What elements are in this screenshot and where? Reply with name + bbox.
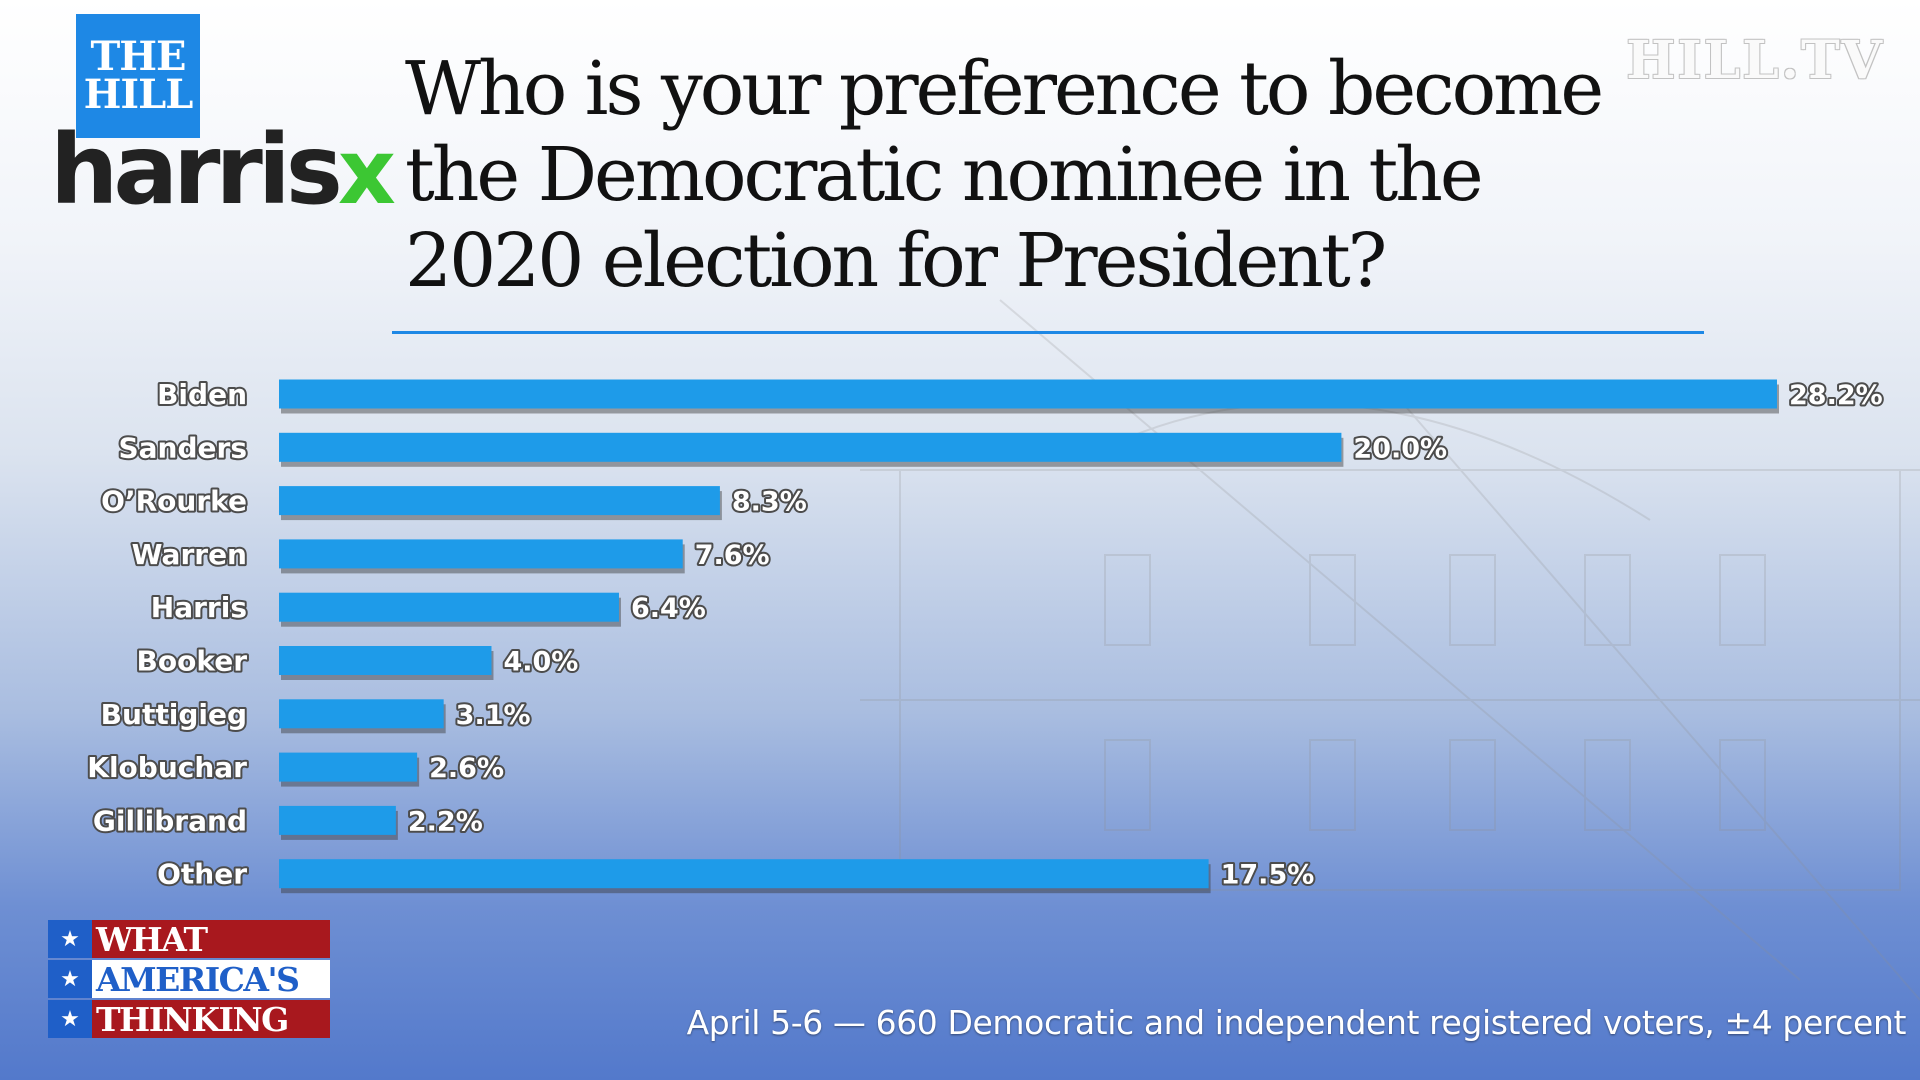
harrisx-logo: harrisx [50,120,396,223]
wat-row-2: ★ AMERICA'S [48,960,330,999]
value-label: 8.3% [732,487,807,518]
category-label: O’Rourke [101,485,247,518]
bar-9 [279,859,1209,889]
star-icon: ★ [48,920,92,958]
category-label: Klobuchar [87,751,247,784]
value-label: 4.0% [503,647,578,678]
bar-3 [279,539,683,569]
star-icon: ★ [48,1000,92,1038]
title-divider [392,331,1704,334]
value-label: 6.4% [631,593,706,624]
category-label: Booker [137,645,248,678]
the-hill-logo: THE HILL [76,14,200,138]
value-label: 2.6% [429,753,504,784]
bar-2 [279,486,720,516]
wat-row-3: ★ THINKING [48,1000,330,1039]
value-label: 17.5% [1221,860,1315,891]
bar-4 [279,592,619,622]
category-label: Gillibrand [93,804,247,837]
harrisx-logo-x: x [337,120,396,225]
the-hill-logo-line2: HILL [83,71,194,118]
category-label: Sanders [118,431,247,464]
bar-0 [279,379,1777,409]
category-label: Biden [157,378,247,411]
value-label: 28.2% [1789,380,1883,411]
bar-1 [279,432,1342,462]
bar-5 [279,646,492,675]
category-label: Other [157,858,247,891]
bar-8 [279,805,396,835]
the-hill-logo-line1: THE [90,33,186,80]
survey-footnote: April 5-6 — 660 Democratic and independe… [686,1003,1907,1042]
star-icon: ★ [48,960,92,998]
value-label: 20.0% [1353,433,1447,464]
value-label: 3.1% [456,700,531,731]
what-americas-thinking-logo: ★ WHAT ★ AMERICA'S ★ THINKING [48,920,330,1040]
bar-7 [279,752,418,782]
wat-line-americas: AMERICA'S [92,960,330,999]
bar-6 [279,699,444,729]
value-label: 7.6% [695,540,770,571]
category-label: Buttigieg [101,698,247,731]
hilltv-logo: HILL.TV [1626,30,1884,91]
wat-row-1: ★ WHAT [48,920,330,959]
chart-title: Who is your preference to become the Dem… [405,46,1604,304]
value-label: 2.2% [408,806,483,837]
category-label: Harris [151,591,247,624]
category-label: Warren [132,538,247,571]
harrisx-logo-word: harris [50,114,343,226]
wat-line-thinking: THINKING [92,1000,330,1039]
wat-line-what: WHAT [92,920,330,959]
